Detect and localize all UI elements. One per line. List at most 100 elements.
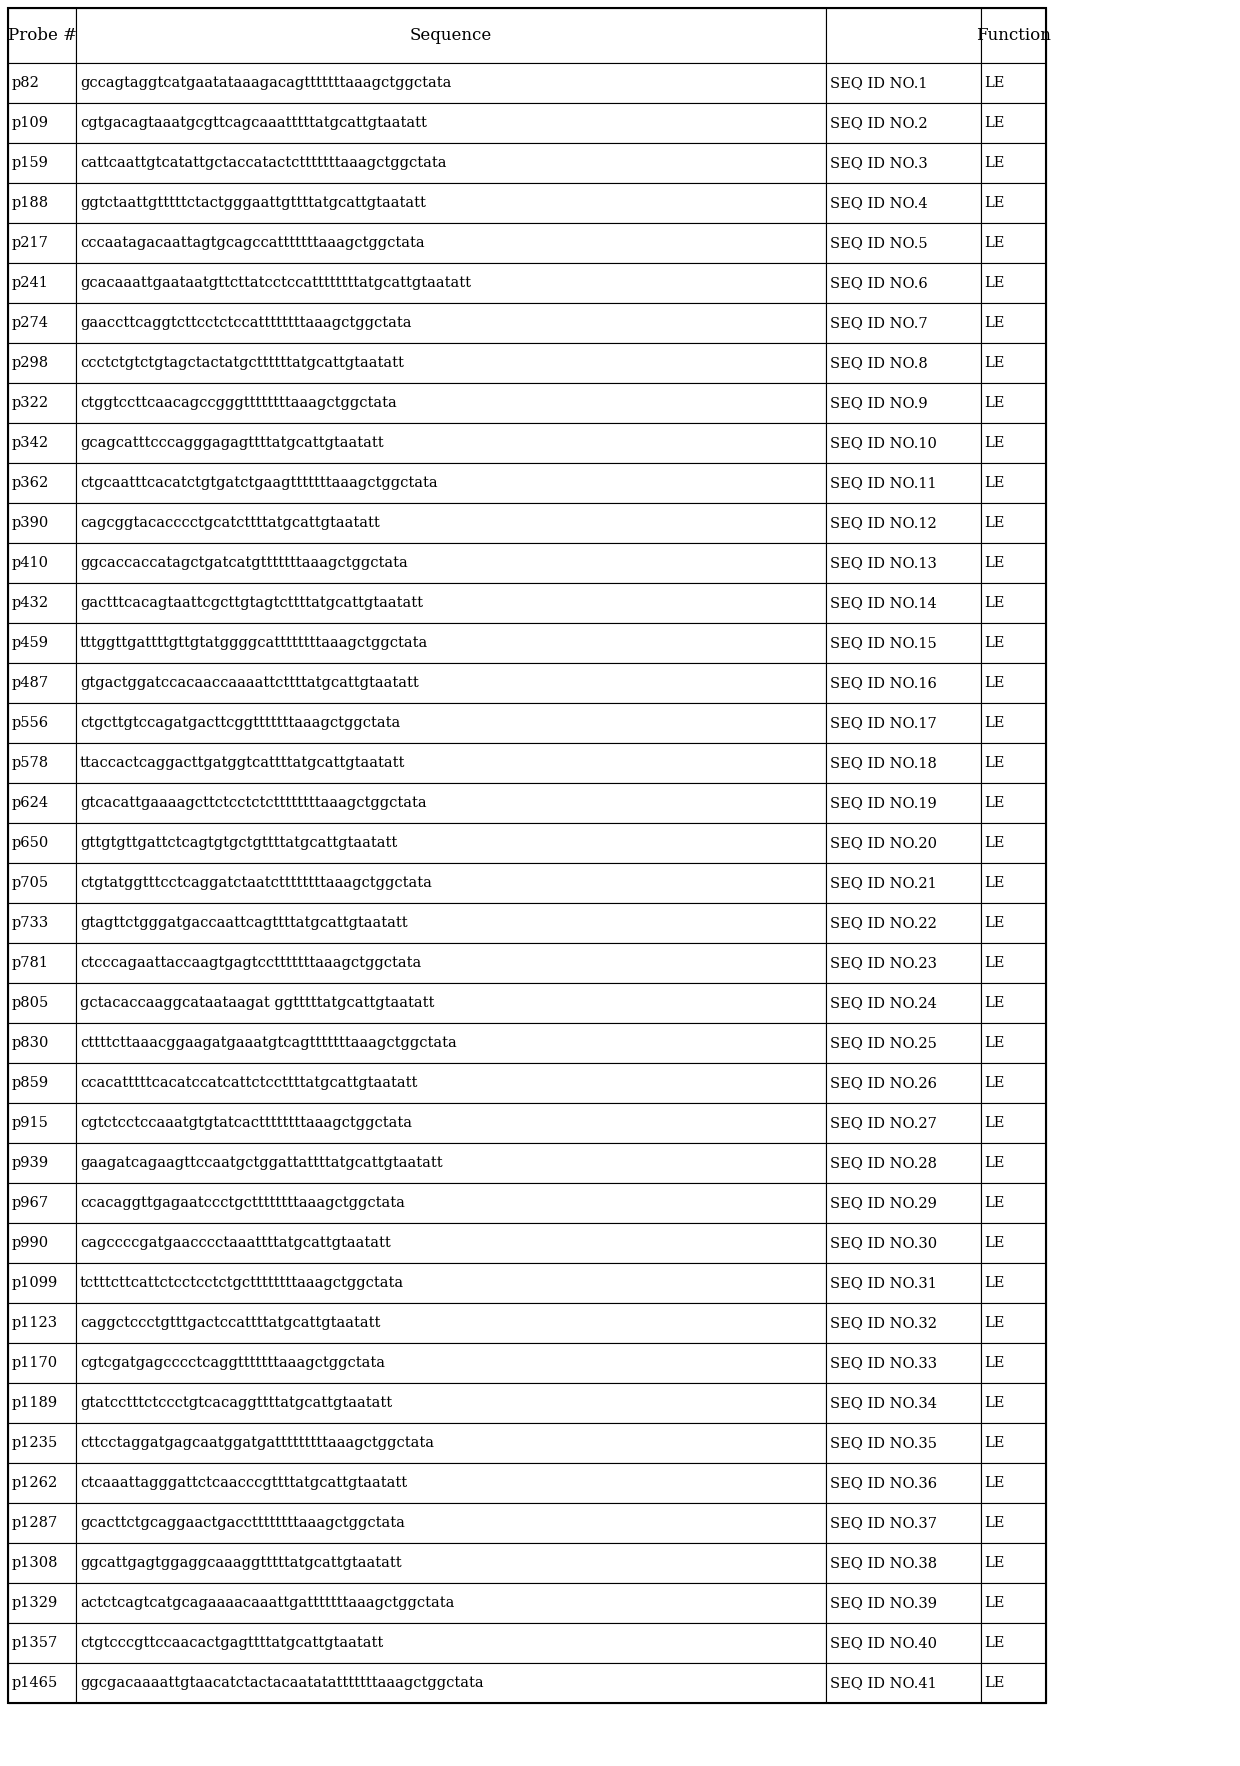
Bar <box>981 383 1047 424</box>
Bar <box>981 1383 1047 1423</box>
Text: SEQ ID NO.27: SEQ ID NO.27 <box>830 1116 937 1130</box>
Text: SEQ ID NO.41: SEQ ID NO.41 <box>830 1676 936 1690</box>
Text: p650: p650 <box>12 835 50 849</box>
Bar <box>826 343 981 383</box>
Text: SEQ ID NO.5: SEQ ID NO.5 <box>830 237 928 251</box>
Text: LE: LE <box>985 835 1004 849</box>
Text: p624: p624 <box>12 796 50 811</box>
Text: LE: LE <box>985 357 1004 371</box>
Bar <box>76 263 826 304</box>
Bar <box>981 463 1047 503</box>
Text: cttttcttaaacggaagatgaaatgtcagtttttttaaagctggctata: cttttcttaaacggaagatgaaatgtcagtttttttaaag… <box>81 1037 456 1051</box>
Text: LE: LE <box>985 676 1004 691</box>
Text: p805: p805 <box>12 996 50 1010</box>
Bar <box>76 902 826 943</box>
Text: p556: p556 <box>12 715 50 729</box>
Text: LE: LE <box>985 1236 1004 1250</box>
Bar <box>7 984 76 1023</box>
Bar <box>7 1423 76 1462</box>
Bar <box>826 1342 981 1383</box>
Bar <box>826 743 981 782</box>
Text: p1189: p1189 <box>12 1395 58 1409</box>
Bar <box>826 424 981 463</box>
Text: p1465: p1465 <box>12 1676 58 1690</box>
Text: cagccccgatgaacccctaaattttatgcattgtaatatt: cagccccgatgaacccctaaattttatgcattgtaatatt <box>81 1236 391 1250</box>
Text: ggcaccaccatagctgatcatgtttttttaaagctggctata: ggcaccaccatagctgatcatgtttttttaaagctggcta… <box>81 556 408 570</box>
Text: SEQ ID NO.8: SEQ ID NO.8 <box>830 357 928 371</box>
Bar <box>76 662 826 703</box>
Bar <box>981 503 1047 542</box>
Bar <box>981 984 1047 1023</box>
Bar <box>826 703 981 743</box>
Text: SEQ ID NO.40: SEQ ID NO.40 <box>830 1635 937 1649</box>
Bar <box>826 943 981 984</box>
Bar <box>981 343 1047 383</box>
Text: LE: LE <box>985 1356 1004 1370</box>
Text: ctgtatggtttcctcaggatctaatcttttttttaaagctggctata: ctgtatggtttcctcaggatctaatcttttttttaaagct… <box>81 876 432 890</box>
Text: SEQ ID NO.35: SEQ ID NO.35 <box>830 1436 937 1450</box>
Bar <box>981 782 1047 823</box>
Bar <box>76 984 826 1023</box>
Bar <box>76 1023 826 1063</box>
Bar <box>76 64 826 102</box>
Text: p967: p967 <box>12 1196 50 1210</box>
Bar <box>7 662 76 703</box>
Bar <box>826 1462 981 1503</box>
Bar <box>826 782 981 823</box>
Bar <box>7 743 76 782</box>
Text: LE: LE <box>985 1157 1004 1171</box>
Text: LE: LE <box>985 396 1004 410</box>
Bar <box>981 1224 1047 1263</box>
Bar <box>7 503 76 542</box>
Text: p390: p390 <box>12 516 50 530</box>
Bar <box>7 1582 76 1623</box>
Text: LE: LE <box>985 1436 1004 1450</box>
Text: SEQ ID NO.2: SEQ ID NO.2 <box>830 117 928 131</box>
Bar <box>7 1143 76 1183</box>
Bar <box>981 424 1047 463</box>
Text: gctacaccaaggcataataagat ggtttttatgcattgtaatatt: gctacaccaaggcataataagat ggtttttatgcattgt… <box>81 996 434 1010</box>
Bar <box>826 1664 981 1702</box>
Bar <box>7 943 76 984</box>
Bar <box>76 1664 826 1702</box>
Bar <box>826 1623 981 1664</box>
Text: p990: p990 <box>12 1236 50 1250</box>
Bar <box>76 782 826 823</box>
Text: SEQ ID NO.4: SEQ ID NO.4 <box>830 196 928 210</box>
Text: p322: p322 <box>12 396 50 410</box>
Text: SEQ ID NO.11: SEQ ID NO.11 <box>830 477 936 489</box>
Text: SEQ ID NO.16: SEQ ID NO.16 <box>830 676 937 691</box>
Bar <box>826 864 981 902</box>
Text: ctggtccttcaacagccgggttttttttaaagctggctata: ctggtccttcaacagccgggttttttttaaagctggctat… <box>81 396 397 410</box>
Text: SEQ ID NO.29: SEQ ID NO.29 <box>830 1196 937 1210</box>
Bar <box>826 1383 981 1423</box>
Bar <box>981 1063 1047 1104</box>
Bar <box>981 583 1047 623</box>
Bar <box>7 1503 76 1543</box>
Bar <box>826 1543 981 1582</box>
Text: p1123: p1123 <box>12 1316 58 1330</box>
Bar <box>76 583 826 623</box>
Text: gcacttctgcaggaactgaccttttttttaaagctggctata: gcacttctgcaggaactgaccttttttttaaagctggcta… <box>81 1515 405 1529</box>
Text: ctgcaatttcacatctgtgatctgaagtttttttaaagctggctata: ctgcaatttcacatctgtgatctgaagtttttttaaagct… <box>81 477 438 489</box>
Bar <box>7 1263 76 1303</box>
Bar <box>826 823 981 864</box>
Text: gcagcatttcccagggagagttttatgcattgtaatatt: gcagcatttcccagggagagttttatgcattgtaatatt <box>81 436 383 450</box>
Text: p733: p733 <box>12 917 50 931</box>
Bar <box>981 864 1047 902</box>
Bar <box>7 583 76 623</box>
Bar <box>76 1623 826 1664</box>
Bar <box>826 1104 981 1143</box>
Bar <box>7 1183 76 1224</box>
Bar <box>7 1023 76 1063</box>
Bar <box>7 542 76 583</box>
Bar <box>7 263 76 304</box>
Bar <box>826 102 981 143</box>
Text: LE: LE <box>985 76 1004 90</box>
Bar <box>7 9 76 64</box>
Bar <box>981 703 1047 743</box>
Bar <box>76 1423 826 1462</box>
Text: cgtgacagtaaatgcgttcagcaaatttttatgcattgtaatatt: cgtgacagtaaatgcgttcagcaaatttttatgcattgta… <box>81 117 427 131</box>
Text: ccacaggttgagaatccctgcttttttttaaagctggctata: ccacaggttgagaatccctgcttttttttaaagctggcta… <box>81 1196 405 1210</box>
Bar <box>981 184 1047 223</box>
